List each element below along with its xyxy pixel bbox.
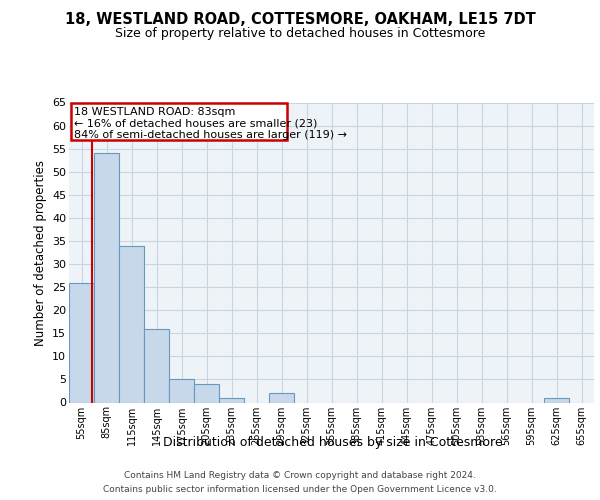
Bar: [269, 394, 294, 402]
Bar: [69, 282, 94, 403]
Bar: [219, 398, 244, 402]
FancyBboxPatch shape: [71, 104, 287, 141]
Text: 18, WESTLAND ROAD, COTTESMORE, OAKHAM, LE15 7DT: 18, WESTLAND ROAD, COTTESMORE, OAKHAM, L…: [65, 12, 535, 28]
Text: Contains HM Land Registry data © Crown copyright and database right 2024.: Contains HM Land Registry data © Crown c…: [124, 472, 476, 480]
Text: ← 16% of detached houses are smaller (23): ← 16% of detached houses are smaller (23…: [74, 118, 317, 128]
Text: Distribution of detached houses by size in Cottesmore: Distribution of detached houses by size …: [163, 436, 503, 449]
Bar: [144, 328, 169, 402]
Bar: [119, 246, 144, 402]
Text: 84% of semi-detached houses are larger (119) →: 84% of semi-detached houses are larger (…: [74, 130, 347, 140]
Y-axis label: Number of detached properties: Number of detached properties: [34, 160, 47, 346]
Bar: [194, 384, 219, 402]
Bar: [544, 398, 569, 402]
Text: Contains public sector information licensed under the Open Government Licence v3: Contains public sector information licen…: [103, 484, 497, 494]
Text: Size of property relative to detached houses in Cottesmore: Size of property relative to detached ho…: [115, 28, 485, 40]
Bar: [94, 154, 119, 402]
Text: 18 WESTLAND ROAD: 83sqm: 18 WESTLAND ROAD: 83sqm: [74, 107, 235, 117]
Bar: [169, 380, 194, 402]
